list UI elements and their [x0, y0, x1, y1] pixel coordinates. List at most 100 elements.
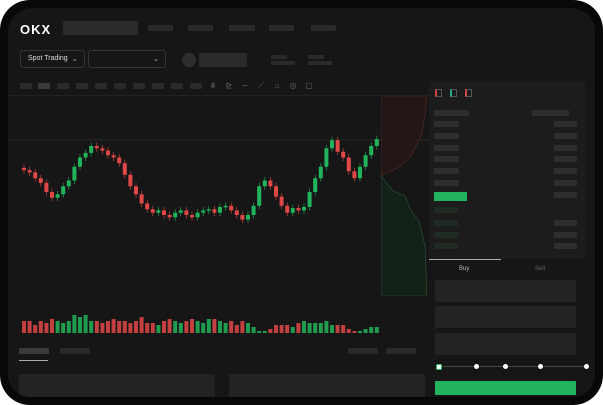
camera-icon[interactable]: ⌂ — [274, 81, 280, 90]
filter-button[interactable] — [386, 348, 416, 354]
candle — [94, 146, 99, 149]
slider-step[interactable] — [503, 364, 508, 369]
volume-bar — [307, 323, 312, 333]
volume-bar — [184, 321, 189, 333]
candle — [83, 152, 88, 158]
filter-button[interactable] — [348, 348, 378, 354]
candle-type-icon[interactable]: ⩩ — [210, 81, 216, 90]
candle — [122, 163, 127, 175]
volume-bar — [83, 315, 88, 333]
nav-item[interactable] — [188, 25, 213, 31]
candle — [100, 148, 105, 151]
settings-icon[interactable]: ◎ — [289, 81, 297, 90]
indicator-icon[interactable]: ⊵ — [225, 81, 233, 90]
buy-button[interactable] — [435, 381, 576, 395]
order-book-both-icon[interactable] — [435, 89, 442, 97]
volume-bar — [117, 321, 122, 333]
price-display — [199, 53, 247, 67]
tab-open-orders[interactable] — [19, 348, 49, 354]
candlestick-chart[interactable] — [8, 96, 429, 336]
slider-step-0[interactable] — [436, 364, 442, 370]
candle — [111, 155, 116, 158]
buy-tab-underline — [429, 259, 501, 260]
candle — [296, 208, 301, 211]
nav-item[interactable] — [148, 25, 173, 31]
timeframe-button[interactable] — [190, 83, 202, 89]
volume-bar — [240, 321, 245, 333]
candle — [173, 212, 178, 218]
total-input[interactable] — [435, 333, 576, 355]
chart-tools: ⩩ ⊵ ∼ ⟋ ⌂ ◎ ▢ — [208, 81, 314, 91]
timeframe-button[interactable] — [152, 83, 164, 89]
volume-bar — [374, 327, 379, 333]
line-icon[interactable]: ∼ — [241, 81, 249, 90]
volume-bar — [195, 321, 200, 333]
slider-step[interactable] — [584, 364, 589, 369]
candle — [206, 209, 211, 211]
candle — [290, 208, 295, 213]
order-book-asks-icon[interactable] — [465, 89, 472, 97]
search-bar[interactable] — [63, 21, 138, 35]
volume-bar — [22, 321, 26, 333]
tab-sell[interactable]: Sell — [535, 266, 546, 272]
order-book-bids-icon[interactable] — [450, 89, 457, 97]
volume-bar — [201, 323, 206, 333]
timeframe-button[interactable] — [57, 83, 69, 89]
tab-order-history[interactable] — [60, 348, 90, 354]
pair-dropdown[interactable]: ⌄ — [88, 50, 166, 68]
candle — [50, 192, 54, 198]
candle — [22, 167, 26, 171]
ask-amount — [554, 133, 577, 139]
timeframe-button[interactable] — [133, 83, 145, 89]
ask-amount — [554, 168, 577, 174]
candle — [223, 205, 228, 208]
volume-bar — [246, 323, 250, 333]
candle — [117, 157, 122, 164]
volume-bar — [212, 319, 217, 333]
tab-buy[interactable]: Buy — [459, 266, 470, 272]
slider-step[interactable] — [538, 364, 543, 369]
fullscreen-icon[interactable]: ▢ — [305, 81, 313, 90]
candle — [251, 205, 256, 215]
candle — [352, 171, 357, 179]
volume-bar — [27, 321, 32, 333]
nav-item[interactable] — [229, 25, 255, 31]
timeframe-button[interactable] — [38, 83, 50, 89]
volume-bar — [341, 325, 346, 333]
candle — [335, 140, 340, 152]
ruler-icon[interactable]: ⟋ — [258, 81, 264, 90]
slider-step[interactable] — [474, 364, 479, 369]
candle — [106, 150, 110, 156]
candle — [128, 174, 133, 187]
candle — [262, 180, 267, 187]
price-input[interactable] — [435, 280, 576, 302]
leverage-slider-track[interactable] — [438, 366, 588, 367]
candle — [218, 206, 222, 213]
chevron-down-icon: ⌄ — [71, 55, 78, 63]
volume-bar — [279, 325, 284, 333]
volume-bar — [302, 321, 306, 333]
timeframe-button[interactable] — [171, 83, 183, 89]
ask-amount — [554, 192, 577, 198]
candle — [190, 215, 194, 218]
volume-bar — [128, 323, 133, 333]
timeframe-button[interactable] — [95, 83, 107, 89]
bid-amount — [554, 232, 577, 238]
candle — [318, 166, 323, 179]
nav-item[interactable] — [311, 25, 336, 31]
timeframe-button[interactable] — [20, 83, 32, 89]
candle — [195, 212, 200, 218]
timeframe-button[interactable] — [114, 83, 126, 89]
bid-price — [434, 243, 458, 249]
nav-item[interactable] — [269, 25, 294, 31]
candle — [66, 180, 71, 187]
amount-input[interactable] — [435, 306, 576, 328]
timeframe-button[interactable] — [76, 83, 88, 89]
ask-price — [434, 156, 459, 162]
volume-bar — [55, 321, 60, 333]
market-type-dropdown[interactable]: Spot Trading ⌄ — [20, 50, 85, 68]
volume-bar — [150, 323, 155, 333]
candle — [324, 148, 329, 167]
mid-price — [434, 192, 467, 201]
